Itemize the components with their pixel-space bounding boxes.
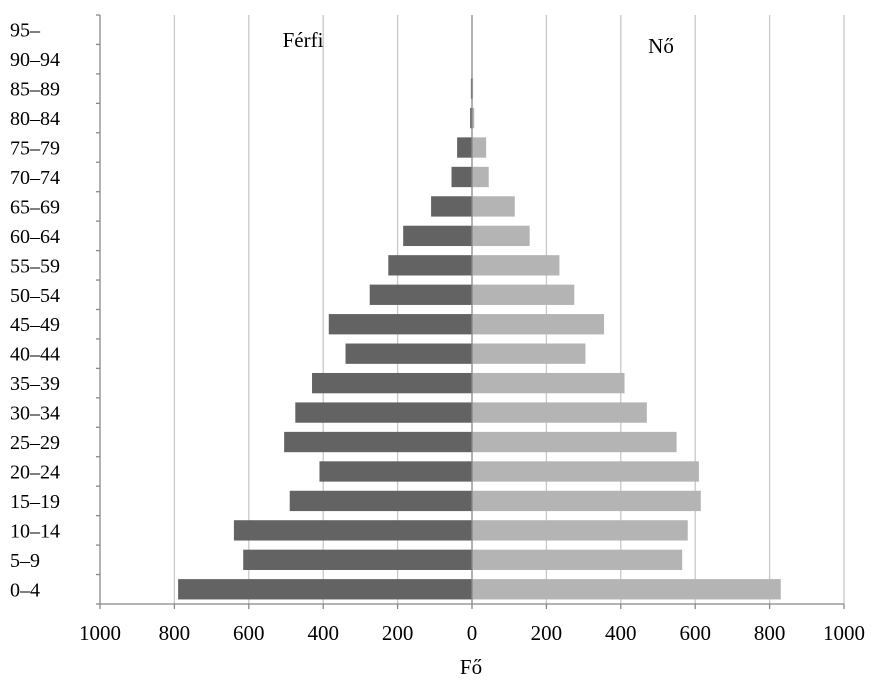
bar-female bbox=[472, 255, 560, 276]
x-tick-label: 1000 bbox=[79, 621, 121, 645]
bars bbox=[178, 78, 781, 600]
x-tick-label: 800 bbox=[754, 621, 786, 645]
y-tick-label: 85–89 bbox=[10, 79, 60, 101]
bar-female bbox=[472, 225, 530, 247]
x-tick-label: 400 bbox=[605, 621, 637, 645]
y-tick-label: 75–79 bbox=[10, 138, 60, 160]
x-tick-label: 400 bbox=[307, 621, 339, 645]
x-tick-label: 200 bbox=[531, 621, 563, 645]
x-tick-label: 0 bbox=[467, 621, 478, 645]
x-tick-labels: 1000 800 600 400 200 0 200 400 600 800 1000 bbox=[79, 621, 865, 645]
y-tick-label: 65–69 bbox=[10, 196, 60, 218]
bar-male bbox=[328, 314, 472, 335]
bar-male bbox=[312, 372, 472, 394]
y-tick-label: 50–54 bbox=[10, 285, 60, 307]
y-tick-label: 95– bbox=[10, 20, 41, 42]
x-tick-label: 800 bbox=[159, 621, 191, 645]
bar-male bbox=[178, 579, 472, 600]
x-axis-label: Fő bbox=[460, 655, 482, 679]
y-tick-label: 25–29 bbox=[10, 432, 60, 454]
x-tick-label: 1000 bbox=[823, 621, 865, 645]
bar-male bbox=[403, 225, 472, 247]
bar-female bbox=[472, 579, 781, 600]
bar-female bbox=[472, 137, 487, 158]
bar-male bbox=[319, 461, 472, 482]
bar-female bbox=[472, 343, 586, 364]
bar-male bbox=[295, 402, 472, 423]
x-tick-label: 600 bbox=[679, 621, 711, 645]
bar-female bbox=[472, 372, 625, 394]
bar-female bbox=[472, 549, 683, 570]
y-tick-label: 90–94 bbox=[10, 49, 60, 71]
bar-female bbox=[472, 166, 489, 188]
gridlines bbox=[173, 15, 845, 604]
y-tick-label: 30–34 bbox=[10, 403, 60, 425]
bar-male bbox=[431, 196, 472, 217]
bar-male bbox=[243, 549, 472, 570]
bar-female bbox=[472, 520, 688, 541]
bar-female bbox=[472, 284, 575, 305]
y-tick-label: 55–59 bbox=[10, 255, 60, 277]
bar-male bbox=[388, 255, 472, 276]
bar-female bbox=[472, 490, 701, 512]
bar-female bbox=[472, 461, 699, 482]
bar-male bbox=[369, 284, 472, 305]
y-tick-label: 35–39 bbox=[10, 373, 60, 395]
bar-female bbox=[472, 402, 647, 423]
bar-male bbox=[233, 520, 472, 541]
y-tick-label: 20–24 bbox=[10, 461, 60, 483]
y-tick-label: 70–74 bbox=[10, 167, 60, 189]
bar-female bbox=[472, 196, 515, 217]
y-tick-label: 0–4 bbox=[10, 579, 40, 601]
bar-male bbox=[457, 137, 472, 158]
x-tick-label: 200 bbox=[382, 621, 414, 645]
y-tick-label: 40–44 bbox=[10, 344, 60, 366]
y-tick-label: 60–64 bbox=[10, 226, 60, 248]
y-tick-label: 5–9 bbox=[10, 550, 40, 572]
bar-female bbox=[472, 431, 677, 453]
bar-male bbox=[284, 431, 472, 453]
bar-male bbox=[470, 107, 472, 129]
x-tick-label: 600 bbox=[233, 621, 265, 645]
axes bbox=[96, 14, 845, 609]
bar-male bbox=[289, 490, 472, 512]
y-tick-labels: 0–4 5–9 10–14 15–19 20–24 25–29 30–34 35–39 40–4… bbox=[10, 20, 60, 602]
bar-female bbox=[472, 314, 605, 335]
bar-male bbox=[451, 166, 472, 188]
series-label-female: Nő bbox=[648, 34, 674, 58]
y-tick-label: 15–19 bbox=[10, 491, 60, 513]
series-label-male: Férfi bbox=[283, 28, 324, 52]
y-tick-label: 10–14 bbox=[10, 520, 60, 542]
y-tick-label: 45–49 bbox=[10, 314, 60, 336]
y-tick-label: 80–84 bbox=[10, 108, 60, 130]
bar-male bbox=[345, 343, 472, 364]
bar-female bbox=[472, 107, 475, 129]
